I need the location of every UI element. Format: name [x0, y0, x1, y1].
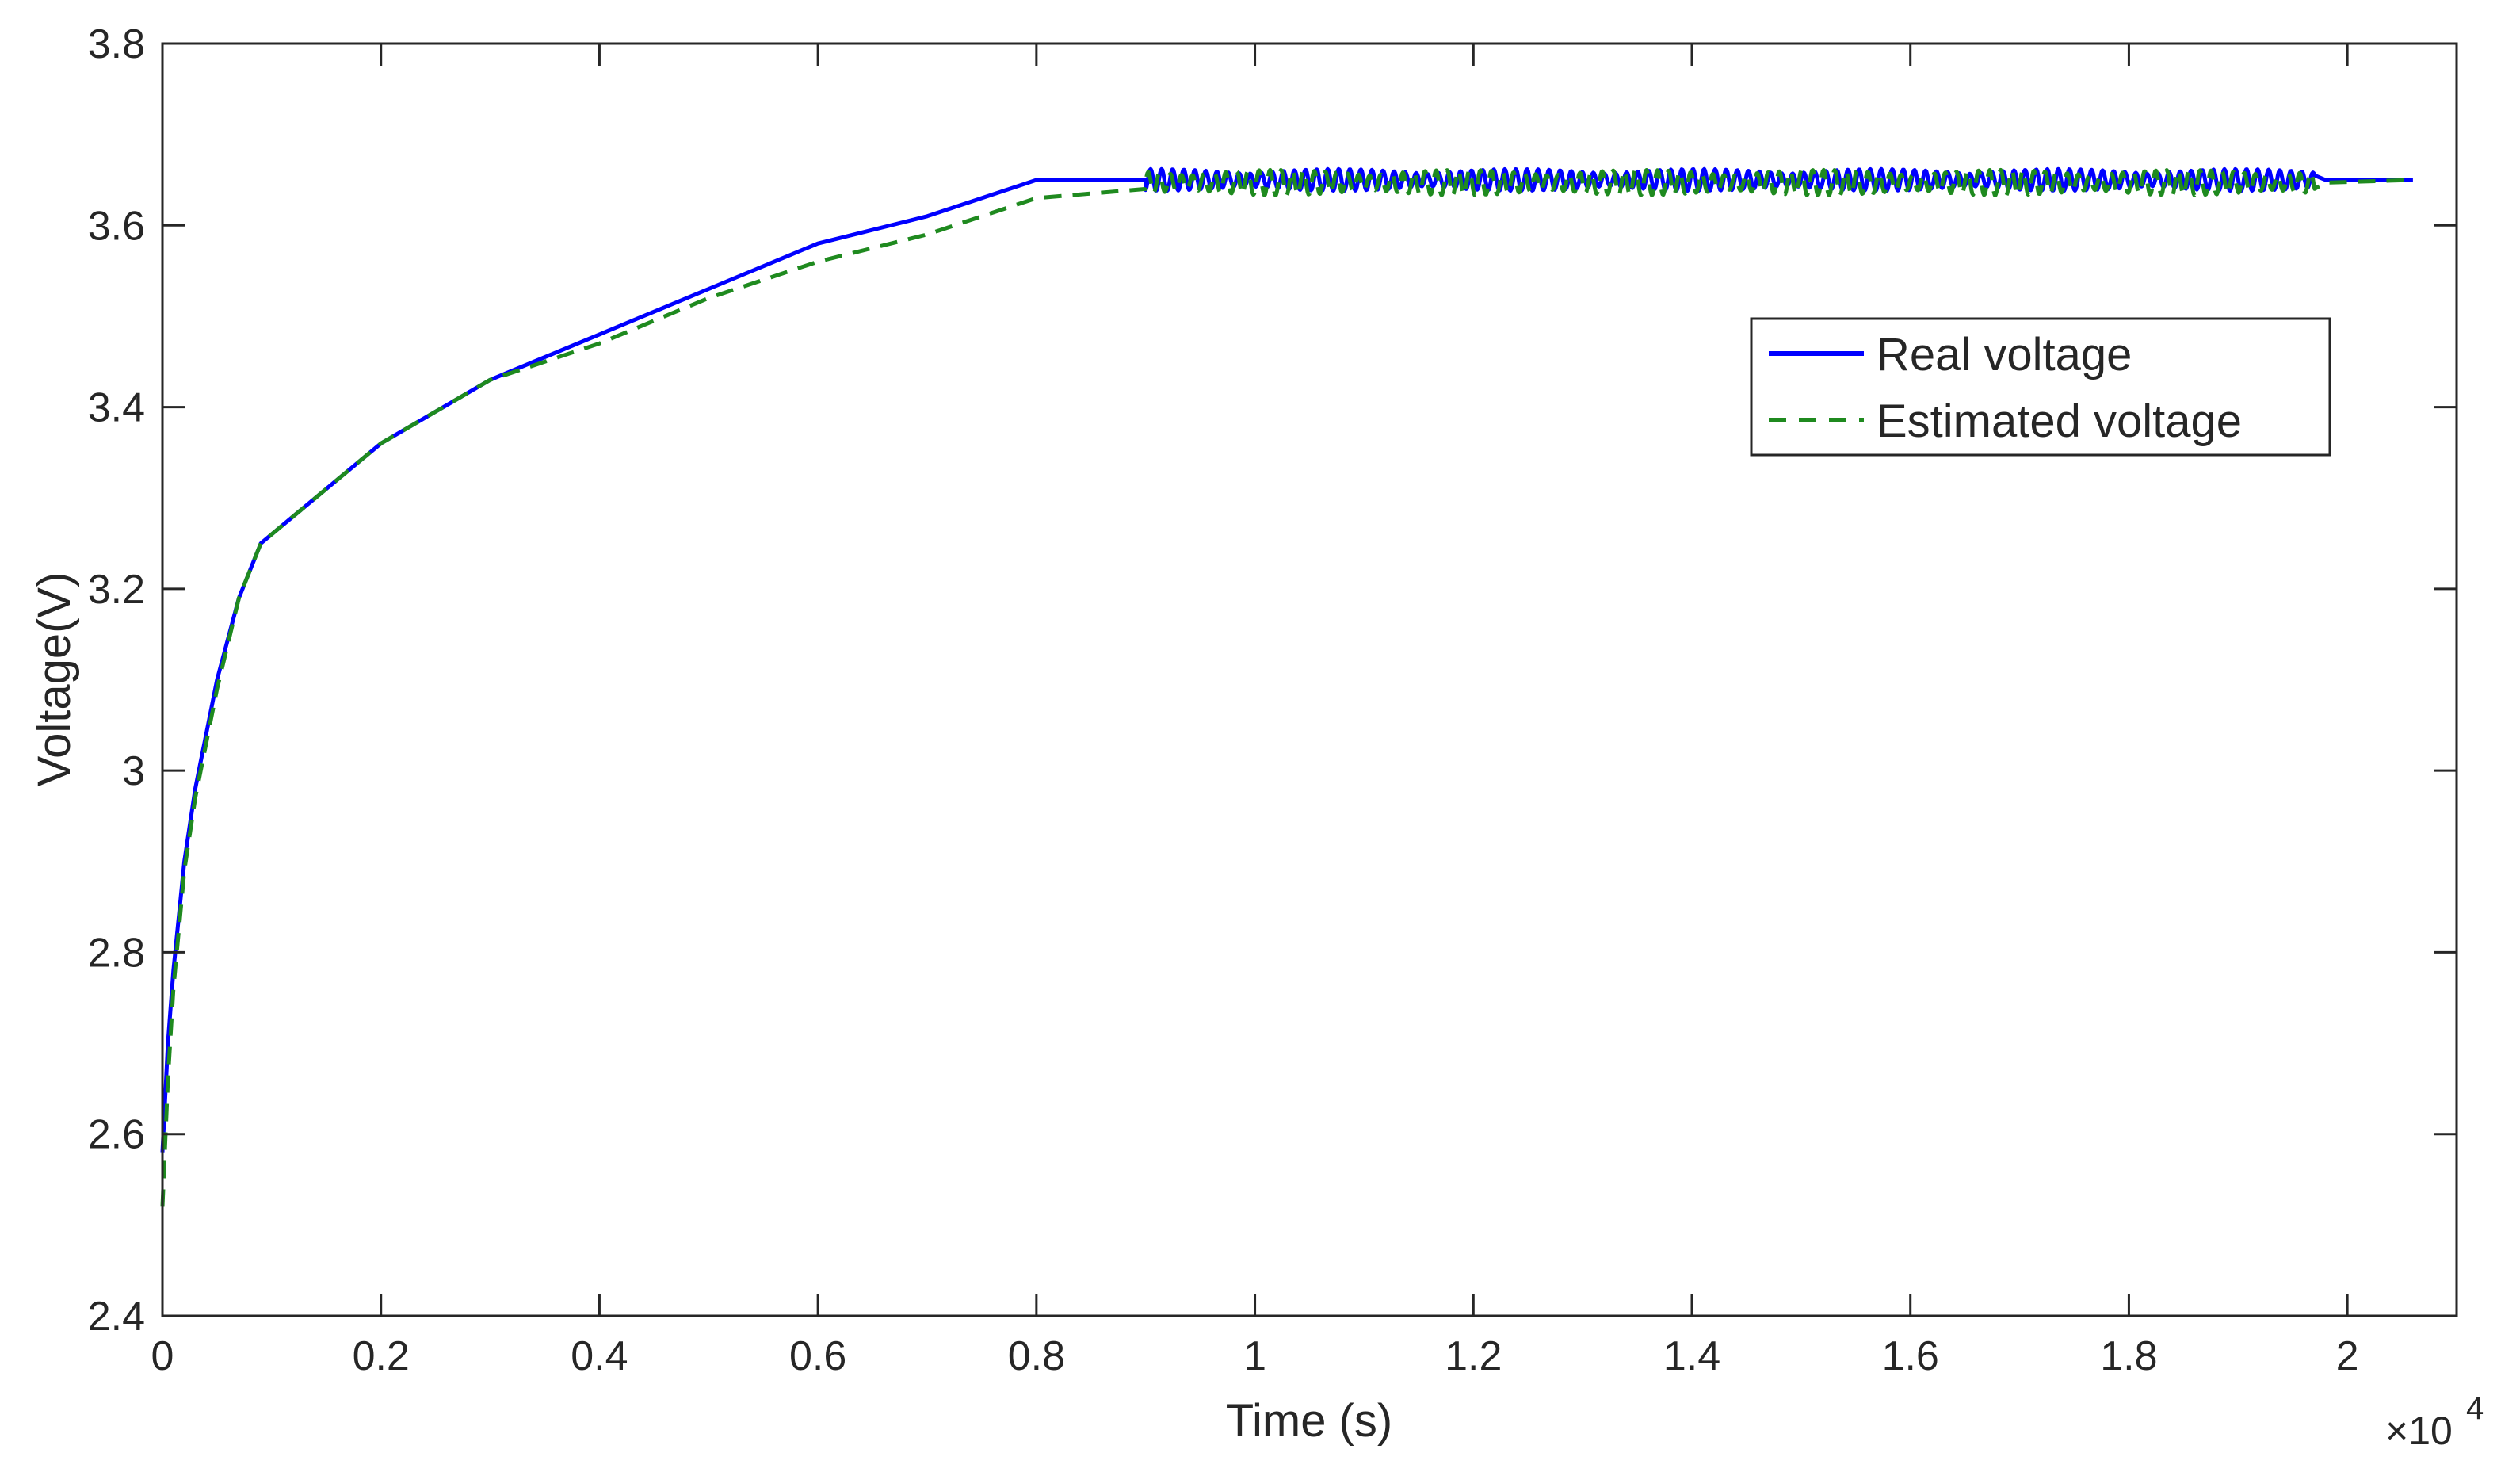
y-tick-label: 3.2 [88, 567, 145, 613]
y-tick-label: 3 [122, 748, 145, 794]
x-tick-label: 0.8 [1008, 1333, 1065, 1379]
y-axis-label: Voltage(V) [29, 572, 80, 787]
y-tick-label: 2.6 [88, 1112, 145, 1158]
y-tick-label: 2.8 [88, 930, 145, 976]
x-tick-label: 1.6 [1882, 1333, 1939, 1379]
tick-layer: 0 0.2 0.4 0.6 0.8 1 1.2 1.4 1.6 1.8 2 2.4 2.6 2.8 3 3.2… [88, 21, 2457, 1379]
x-tick-label: 1.4 [1663, 1333, 1720, 1379]
legend: Real voltage Estimated voltage [1750, 317, 2331, 457]
x-tick-label: 0 [151, 1333, 174, 1379]
y-tick-label: 2.4 [88, 1294, 145, 1340]
x-axis-label: Time (s) [1226, 1395, 1392, 1447]
x-exponent-power: 4 [2466, 1391, 2484, 1426]
x-tick-label: 1 [1243, 1333, 1266, 1379]
legend-label-real-voltage: Real voltage [1877, 329, 2132, 380]
x-tick-label: 0.4 [571, 1333, 628, 1379]
x-tick-label: 0.2 [353, 1333, 410, 1379]
x-tick-label: 0.6 [789, 1333, 846, 1379]
y-tick-label: 3.8 [88, 21, 145, 67]
y-tick-label: 3.4 [88, 385, 145, 431]
x-tick-label: 2 [2336, 1333, 2359, 1379]
x-exponent-base: ×10 [2385, 1409, 2453, 1453]
plot-area [162, 44, 2457, 1316]
x-tick-label: 1.2 [1445, 1333, 1502, 1379]
x-tick-label: 1.8 [2100, 1333, 2157, 1379]
y-tick-label: 3.6 [88, 203, 145, 249]
series-line-estimated-voltage [160, 167, 2413, 1207]
series-layer [160, 166, 2413, 1207]
plot-frame [161, 42, 2458, 1317]
legend-box [1750, 317, 2331, 457]
x-exponent: ×10 4 [2385, 1391, 2484, 1453]
legend-label-estimated-voltage: Estimated voltage [1877, 396, 2242, 447]
